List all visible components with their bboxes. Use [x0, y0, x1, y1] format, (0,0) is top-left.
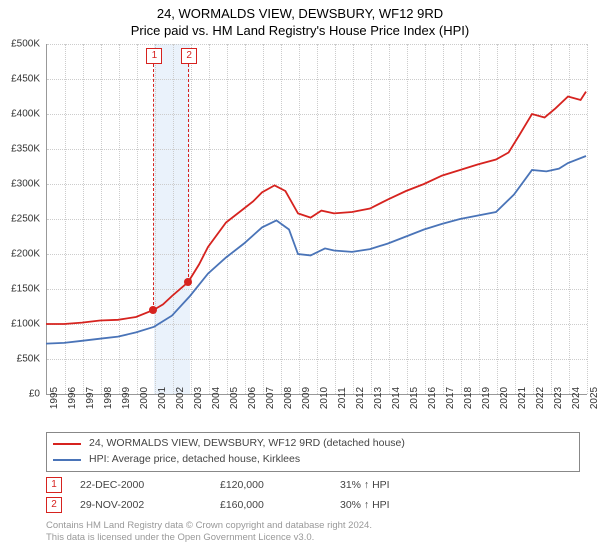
- footer: Contains HM Land Registry data © Crown c…: [46, 520, 580, 545]
- x-axis-label: 2025: [589, 387, 600, 409]
- y-axis-label: £250K: [0, 214, 40, 225]
- sale-number-box: 2: [46, 497, 62, 513]
- legend-label: HPI: Average price, detached house, Kirk…: [89, 452, 300, 468]
- y-axis-label: £400K: [0, 109, 40, 120]
- y-axis-label: £50K: [0, 354, 40, 365]
- legend-row: HPI: Average price, detached house, Kirk…: [53, 452, 573, 468]
- sale-price: £160,000: [220, 499, 340, 511]
- sale-row: 1 22-DEC-2000 £120,000 31% ↑ HPI: [46, 475, 580, 495]
- x-axis-label: 2016: [427, 387, 438, 409]
- sale-marker: [184, 278, 192, 286]
- sale-marker: [149, 306, 157, 314]
- sale-date: 29-NOV-2002: [80, 499, 220, 511]
- x-axis-label: 2014: [391, 387, 402, 409]
- y-axis-label: £150K: [0, 284, 40, 295]
- x-axis-label: 1996: [67, 387, 78, 409]
- x-axis-label: 2001: [157, 387, 168, 409]
- x-axis-label: 2015: [409, 387, 420, 409]
- legend-row: 24, WORMALDS VIEW, DEWSBURY, WF12 9RD (d…: [53, 436, 573, 452]
- series-hpi: [46, 156, 586, 344]
- y-axis-label: £0: [0, 389, 40, 400]
- callout-line: [188, 64, 189, 282]
- x-axis-label: 2002: [175, 387, 186, 409]
- chart-area: £0£50K£100K£150K£200K£250K£300K£350K£400…: [46, 44, 586, 394]
- x-axis-label: 2003: [193, 387, 204, 409]
- footer-line1: Contains HM Land Registry data © Crown c…: [46, 520, 580, 532]
- x-axis-label: 2023: [553, 387, 564, 409]
- x-axis-label: 1997: [85, 387, 96, 409]
- x-axis-label: 2008: [283, 387, 294, 409]
- title-line1: 24, WORMALDS VIEW, DEWSBURY, WF12 9RD: [0, 6, 600, 23]
- x-axis-label: 2022: [535, 387, 546, 409]
- x-axis-label: 2012: [355, 387, 366, 409]
- line-series-svg: [46, 44, 586, 394]
- x-axis-label: 2024: [571, 387, 582, 409]
- y-axis-label: £350K: [0, 144, 40, 155]
- sale-row: 2 29-NOV-2002 £160,000 30% ↑ HPI: [46, 495, 580, 515]
- legend-swatch: [53, 459, 81, 461]
- x-axis-label: 1998: [103, 387, 114, 409]
- x-axis-label: 2006: [247, 387, 258, 409]
- callout-line: [153, 64, 154, 310]
- legend-swatch: [53, 443, 81, 445]
- y-axis-label: £200K: [0, 249, 40, 260]
- sale-number-box: 1: [46, 477, 62, 493]
- legend: 24, WORMALDS VIEW, DEWSBURY, WF12 9RD (d…: [46, 432, 580, 472]
- x-axis-label: 2005: [229, 387, 240, 409]
- x-axis-label: 2004: [211, 387, 222, 409]
- x-axis-label: 2000: [139, 387, 150, 409]
- x-axis-label: 1999: [121, 387, 132, 409]
- chart-container: 24, WORMALDS VIEW, DEWSBURY, WF12 9RD Pr…: [0, 0, 600, 560]
- sale-delta: 30% ↑ HPI: [340, 499, 460, 511]
- y-axis-label: £450K: [0, 74, 40, 85]
- x-axis-label: 2013: [373, 387, 384, 409]
- callout-box: 2: [181, 48, 197, 64]
- x-axis-label: 2020: [499, 387, 510, 409]
- sale-date: 22-DEC-2000: [80, 479, 220, 491]
- footer-line2: This data is licensed under the Open Gov…: [46, 532, 580, 544]
- x-axis-label: 2009: [301, 387, 312, 409]
- callout-box: 1: [146, 48, 162, 64]
- y-axis-label: £300K: [0, 179, 40, 190]
- series-price_paid: [46, 92, 586, 324]
- x-axis-label: 2019: [481, 387, 492, 409]
- y-axis-label: £500K: [0, 39, 40, 50]
- x-axis-label: 2011: [337, 387, 348, 409]
- chart-title: 24, WORMALDS VIEW, DEWSBURY, WF12 9RD Pr…: [0, 0, 600, 40]
- y-axis-label: £100K: [0, 319, 40, 330]
- x-axis-label: 1995: [49, 387, 60, 409]
- x-axis-label: 2018: [463, 387, 474, 409]
- sale-price: £120,000: [220, 479, 340, 491]
- sale-delta: 31% ↑ HPI: [340, 479, 460, 491]
- x-axis-label: 2017: [445, 387, 456, 409]
- x-axis-label: 2021: [517, 387, 528, 409]
- title-line2: Price paid vs. HM Land Registry's House …: [0, 23, 600, 40]
- x-axis-label: 2007: [265, 387, 276, 409]
- sales-table: 1 22-DEC-2000 £120,000 31% ↑ HPI 2 29-NO…: [46, 475, 580, 515]
- x-axis-label: 2010: [319, 387, 330, 409]
- legend-label: 24, WORMALDS VIEW, DEWSBURY, WF12 9RD (d…: [89, 436, 405, 452]
